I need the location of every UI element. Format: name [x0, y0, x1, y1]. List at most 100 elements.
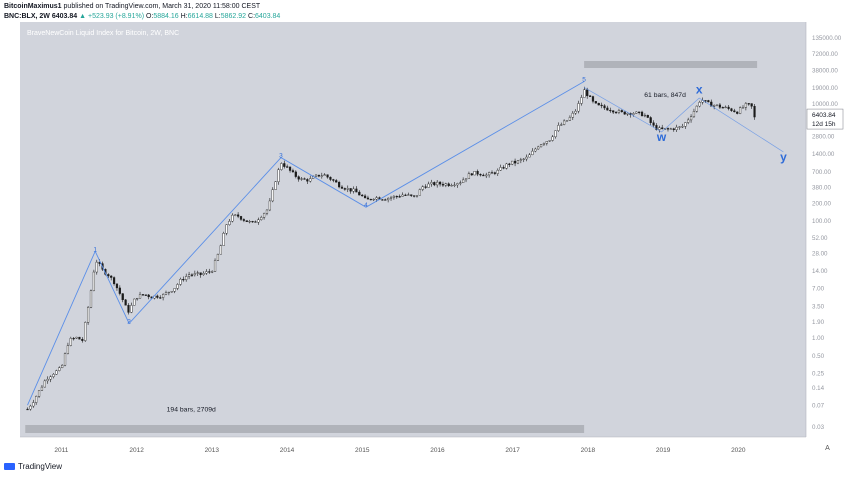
y-tick-label: 135000.00 [812, 35, 842, 42]
x-axis[interactable]: 2011 2012 2013 2014 2015 2016 2017 2018 2019 2020 [20, 436, 806, 454]
candle-body [687, 119, 690, 123]
candle-body [219, 245, 222, 255]
candle-body [557, 125, 560, 131]
candle-body [136, 297, 139, 300]
price-tag-box [806, 108, 844, 130]
candle-body [294, 171, 297, 177]
candle-body [355, 188, 358, 193]
candle-body [87, 307, 90, 323]
ohlc-line: BNC:BLX, 2W 6403.84 ▲ +523.93 (+8.91%) O… [4, 13, 280, 20]
candle-body [170, 291, 173, 293]
candle-body [398, 196, 401, 198]
candle-body [358, 191, 361, 196]
candle-body [733, 110, 736, 113]
candle-body [658, 127, 661, 130]
candle-body [710, 101, 713, 107]
candle-body [291, 170, 295, 173]
candle-body [306, 179, 309, 182]
y-tick-label: 10000.00 [812, 101, 838, 108]
low-label: L: [214, 13, 221, 20]
y-tick-label: 0.14 [812, 385, 825, 392]
candle-body [384, 199, 387, 201]
candle-body [213, 260, 217, 272]
author-name[interactable]: BitcoinMaximus1 [4, 3, 62, 10]
candle-body [199, 272, 202, 275]
candle-body [753, 106, 756, 118]
candle-body [245, 220, 248, 222]
x-tick-label: 2013 [205, 447, 220, 454]
candle-body [156, 295, 159, 298]
candle-body [698, 102, 701, 107]
wave-labels: 1 2 3 4 5 w x y [93, 77, 787, 326]
candle-body [715, 104, 719, 106]
candle-body [309, 178, 312, 182]
footer-brand: TradingView [18, 462, 63, 471]
candle-body [528, 154, 531, 158]
candle-body [678, 126, 681, 128]
candle-body [741, 107, 745, 109]
candle-body [242, 219, 245, 221]
candle-body [159, 297, 162, 299]
candle-body [508, 163, 511, 165]
price-tag-value: 6403.84 [812, 112, 836, 119]
candle-body [652, 122, 655, 126]
candle-body [617, 110, 621, 113]
candle-body [438, 181, 442, 185]
candle-body [58, 367, 61, 371]
candle-body [55, 370, 58, 375]
y-tick-label: 1.00 [812, 335, 825, 342]
candle-body [40, 386, 44, 391]
candle-body [560, 124, 563, 126]
candle-body [739, 107, 742, 114]
annotations: 194 bars, 2709d 61 bars, 847d [167, 92, 686, 413]
candle-body [588, 95, 592, 97]
candle-body [268, 200, 271, 211]
candle-body [115, 283, 119, 289]
candle-body [222, 233, 225, 246]
candle-body [522, 158, 525, 160]
candle-body [389, 197, 393, 199]
range-band-bottom [25, 425, 585, 433]
candle-body [591, 96, 595, 102]
candle-body [234, 214, 237, 216]
candle-body [638, 111, 641, 113]
candle-body [63, 353, 67, 366]
candle-body [251, 221, 254, 223]
candle-body [326, 174, 329, 178]
candle-body [225, 224, 228, 234]
candle-body [643, 114, 647, 117]
x-tick-label: 2018 [581, 447, 596, 454]
candle-body [228, 221, 231, 225]
candle-body [61, 364, 64, 368]
candle-body [554, 130, 557, 138]
candle-body [551, 136, 554, 141]
close-label: C: [248, 13, 256, 20]
candle-body [482, 174, 485, 177]
candle-body [118, 287, 121, 294]
candle-body [415, 195, 419, 197]
candle-body [418, 189, 421, 196]
candle-body [141, 294, 145, 296]
candle-body [542, 143, 546, 145]
candle-body [519, 159, 522, 161]
candle-body [260, 217, 263, 220]
candle-body [323, 174, 326, 176]
x-tick-label: 2014 [280, 447, 295, 454]
x-tick-label: 2020 [731, 447, 746, 454]
x-tick-label: 2012 [129, 447, 144, 454]
candle-body [369, 198, 372, 201]
candle-body [182, 278, 185, 281]
y-axis[interactable]: 0.03 0.07 0.14 0.25 0.50 1.00 1.90 3.50 7.00 14.0… [805, 22, 842, 437]
candle-body [534, 148, 537, 152]
high-label: H: [180, 13, 188, 20]
wave-label: 4 [364, 202, 368, 209]
candle-body [614, 111, 618, 114]
footer: TradingView [4, 462, 62, 474]
candle-body [361, 194, 364, 197]
candle-body [173, 288, 176, 292]
candle-body [640, 111, 644, 117]
auto-scale-button[interactable]: A [825, 445, 830, 452]
candle-body [274, 181, 277, 190]
candle-body [297, 176, 300, 180]
